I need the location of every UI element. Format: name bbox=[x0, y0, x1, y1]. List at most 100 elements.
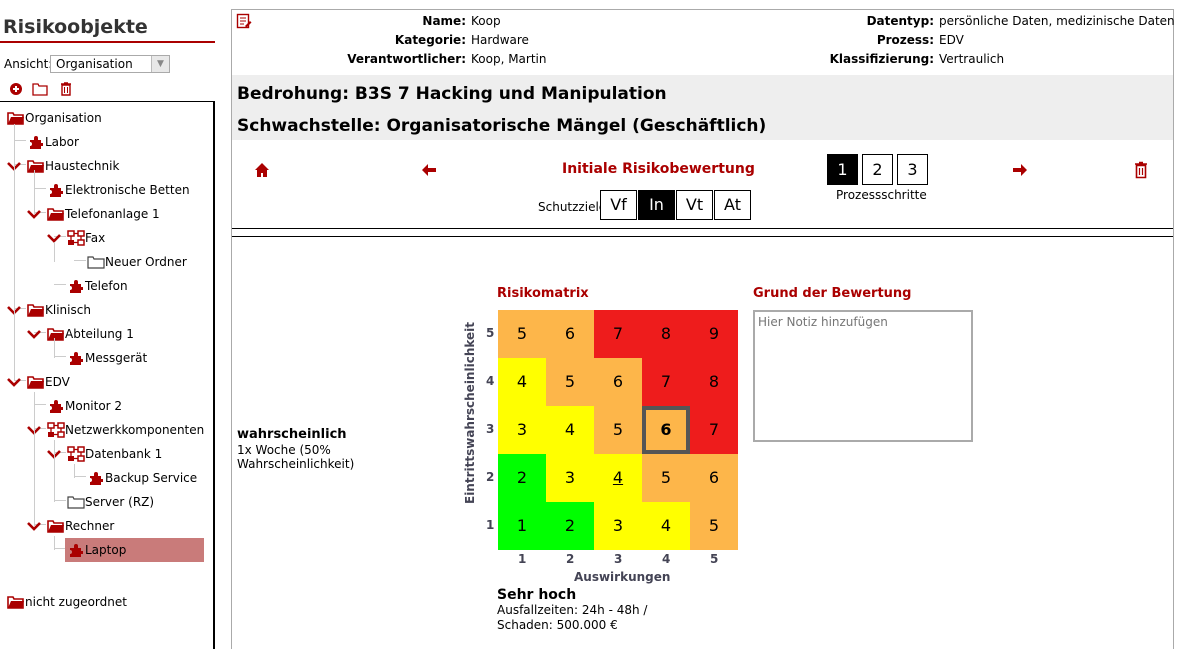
matrix-cell[interactable]: 3 bbox=[498, 406, 546, 454]
trash-icon[interactable] bbox=[58, 81, 74, 97]
tree-item-label: Fax bbox=[85, 231, 106, 245]
x-axis-label: Auswirkungen bbox=[574, 570, 671, 584]
step-button-2[interactable]: 2 bbox=[862, 154, 893, 185]
info-value: persönliche Daten, medizinische Daten bbox=[939, 14, 1175, 28]
matrix-cell[interactable]: 4 bbox=[642, 502, 690, 550]
note-textarea[interactable] bbox=[753, 310, 973, 442]
chevron-down-icon[interactable] bbox=[27, 519, 41, 533]
tree-connector bbox=[34, 170, 35, 214]
matrix-cell[interactable]: 6 bbox=[546, 310, 594, 358]
folder-open-icon bbox=[7, 112, 24, 125]
y-axis-label: Eintrittswahrscheinlichkeit bbox=[463, 321, 477, 504]
y-tick: 5 bbox=[486, 326, 495, 340]
chevron-down-icon[interactable] bbox=[27, 327, 41, 341]
threat-title: Bedrohung: B3S 7 Hacking und Manipulatio… bbox=[237, 84, 667, 104]
tree-connector bbox=[54, 356, 66, 357]
tree-item-label: EDV bbox=[45, 375, 70, 389]
matrix-cell[interactable]: 2 bbox=[546, 502, 594, 550]
puzzle-icon bbox=[50, 184, 63, 197]
folder-icon[interactable] bbox=[32, 81, 48, 97]
y-tick: 4 bbox=[486, 374, 495, 388]
network-icon bbox=[67, 230, 85, 246]
divider bbox=[0, 41, 215, 43]
impact-line2: Schaden: 500.000 € bbox=[497, 618, 618, 632]
goals-label: Schutzziele bbox=[538, 200, 607, 214]
matrix-cell[interactable]: 2 bbox=[498, 454, 546, 502]
matrix-cell[interactable]: 7 bbox=[594, 310, 642, 358]
step-button-3[interactable]: 3 bbox=[897, 154, 928, 185]
tree-connector bbox=[34, 404, 46, 405]
info-key: Kategorie: bbox=[394, 33, 466, 47]
matrix-cell[interactable]: 7 bbox=[642, 358, 690, 406]
trash-icon[interactable] bbox=[1133, 161, 1149, 179]
goal-button-vt[interactable]: Vt bbox=[676, 190, 713, 220]
tree-connector bbox=[74, 476, 86, 477]
goal-button-in[interactable]: In bbox=[638, 190, 675, 220]
matrix-cell[interactable]: 5 bbox=[642, 454, 690, 502]
matrix-cell[interactable]: 4 bbox=[594, 454, 642, 502]
tree-connector bbox=[34, 188, 46, 189]
info-key: Prozess: bbox=[876, 33, 934, 47]
matrix-cell[interactable]: 5 bbox=[546, 358, 594, 406]
tree-item-label: Netzwerkkomponenten bbox=[65, 423, 205, 437]
matrix-cell[interactable]: 6 bbox=[690, 454, 738, 502]
edit-note-icon[interactable] bbox=[236, 13, 252, 29]
matrix-cell[interactable]: 5 bbox=[594, 406, 642, 454]
x-tick: 5 bbox=[710, 552, 719, 566]
tree-connector bbox=[74, 464, 75, 478]
impact-line1: Ausfallzeiten: 24h - 48h / bbox=[497, 603, 648, 617]
info-value: Vertraulich bbox=[939, 52, 1005, 66]
goal-button-at[interactable]: At bbox=[714, 190, 751, 220]
chevron-down-icon[interactable]: ▼ bbox=[151, 56, 169, 72]
folder-open-icon bbox=[27, 376, 44, 389]
arrow-right-icon[interactable] bbox=[1012, 163, 1028, 177]
sidebar-title: Risikoobjekte bbox=[3, 16, 148, 38]
matrix-cell[interactable]: 1 bbox=[498, 502, 546, 550]
matrix-cell[interactable]: 8 bbox=[642, 310, 690, 358]
tree-item-label: Datenbank 1 bbox=[85, 447, 163, 461]
tree-connector bbox=[14, 124, 15, 380]
folder-open-icon bbox=[27, 304, 44, 317]
view-select[interactable]: Organisation ▼ bbox=[50, 55, 170, 73]
matrix-cell[interactable]: 3 bbox=[594, 502, 642, 550]
step-button-1[interactable]: 1 bbox=[827, 154, 858, 185]
matrix-cell[interactable]: 6 bbox=[642, 406, 690, 454]
info-value: EDV bbox=[939, 33, 964, 47]
tree-connector bbox=[74, 260, 86, 261]
matrix-cell[interactable]: 9 bbox=[690, 310, 738, 358]
x-tick: 1 bbox=[518, 552, 527, 566]
chevron-down-icon[interactable] bbox=[47, 231, 61, 245]
tree-item-label: Monitor 2 bbox=[65, 399, 123, 413]
folder-open-icon bbox=[7, 596, 24, 609]
sidebar-scrollbar[interactable] bbox=[213, 101, 215, 649]
tree-item-label: Labor bbox=[45, 135, 79, 149]
matrix-cell[interactable]: 6 bbox=[594, 358, 642, 406]
home-icon[interactable] bbox=[254, 162, 270, 178]
arrow-left-icon[interactable] bbox=[421, 163, 437, 177]
tree-item-label: Rechner bbox=[65, 519, 115, 533]
tree-item-label: Messgerät bbox=[85, 351, 148, 365]
likelihood-desc: 1x Woche (50% Wahrscheinlichkeit) bbox=[237, 443, 355, 471]
matrix-cell[interactable]: 5 bbox=[498, 310, 546, 358]
x-tick: 4 bbox=[662, 552, 671, 566]
chevron-down-icon[interactable] bbox=[27, 207, 41, 221]
matrix-cell[interactable]: 4 bbox=[498, 358, 546, 406]
divider bbox=[232, 228, 1173, 229]
matrix-title: Risikomatrix bbox=[497, 286, 589, 301]
matrix-cell[interactable]: 8 bbox=[690, 358, 738, 406]
matrix-cell[interactable]: 3 bbox=[546, 454, 594, 502]
tree-item-label: Klinisch bbox=[45, 303, 91, 317]
threat-band bbox=[232, 75, 1173, 140]
matrix-cell[interactable]: 7 bbox=[690, 406, 738, 454]
puzzle-icon bbox=[90, 472, 103, 485]
tree-connector bbox=[54, 500, 66, 501]
goal-button-vf[interactable]: Vf bbox=[600, 190, 637, 220]
matrix-cell[interactable]: 5 bbox=[690, 502, 738, 550]
y-tick: 3 bbox=[486, 422, 495, 436]
weakness-title: Schwachstelle: Organisatorische Mängel (… bbox=[237, 116, 767, 136]
chevron-down-icon[interactable] bbox=[7, 375, 21, 389]
matrix-cell[interactable]: 4 bbox=[546, 406, 594, 454]
y-tick: 2 bbox=[486, 470, 495, 484]
divider bbox=[232, 236, 1173, 237]
add-icon[interactable] bbox=[8, 81, 24, 97]
